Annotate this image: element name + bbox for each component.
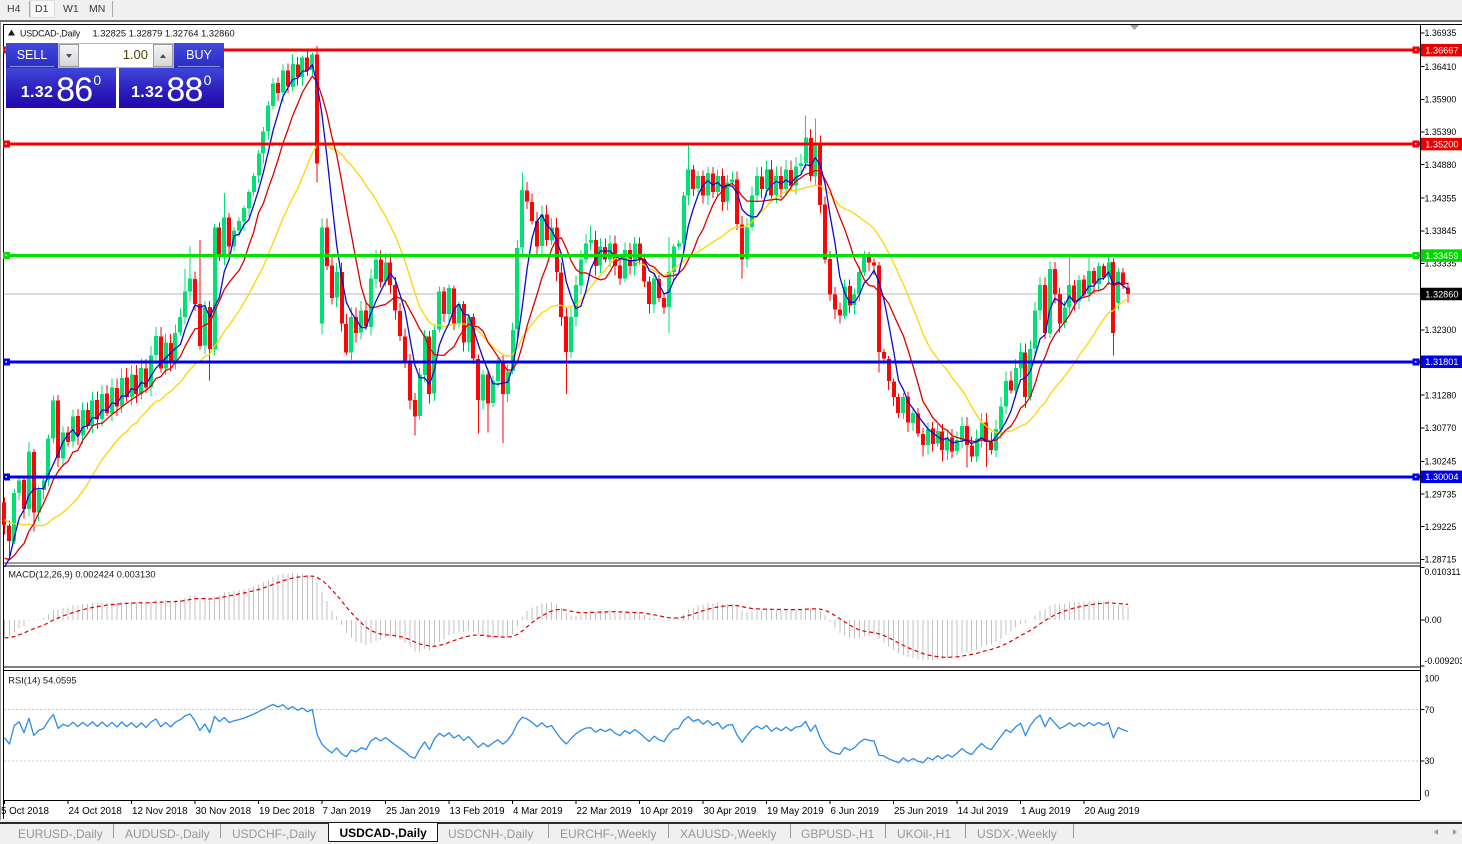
svg-text:MACD(12,26,9) 0.002424 0.00313: MACD(12,26,9) 0.002424 0.003130 xyxy=(8,570,155,580)
svg-text:1.36935: 1.36935 xyxy=(1425,28,1457,38)
svg-text:7 Jan 2019: 7 Jan 2019 xyxy=(323,806,371,817)
svg-text:12 Nov 2018: 12 Nov 2018 xyxy=(132,806,188,817)
svg-text:30: 30 xyxy=(1425,756,1435,766)
svg-text:19 Dec 2018: 19 Dec 2018 xyxy=(259,806,315,817)
svg-text:24 Oct 2018: 24 Oct 2018 xyxy=(69,806,123,817)
svg-text:1.32300: 1.32300 xyxy=(1425,325,1457,335)
svg-text:4 Mar 2019: 4 Mar 2019 xyxy=(513,806,563,817)
svg-text:1.36667: 1.36667 xyxy=(1425,45,1458,55)
svg-text:1.35900: 1.35900 xyxy=(1425,94,1457,104)
svg-text:1.35200: 1.35200 xyxy=(1425,139,1458,149)
svg-text:1.32825 1.32879 1.32764 1.3286: 1.32825 1.32879 1.32764 1.32860 xyxy=(93,29,235,39)
svg-text:25 Jan 2019: 25 Jan 2019 xyxy=(386,806,440,817)
svg-text:0.010311: 0.010311 xyxy=(1425,567,1461,577)
svg-text:1.34355: 1.34355 xyxy=(1425,193,1457,203)
svg-text:1.34880: 1.34880 xyxy=(1425,160,1457,170)
svg-text:1 Aug 2019: 1 Aug 2019 xyxy=(1021,806,1071,817)
svg-text:13 Feb 2019: 13 Feb 2019 xyxy=(450,806,505,817)
svg-text:1.30004: 1.30004 xyxy=(1425,472,1458,482)
svg-text:RSI(14) 54.0595: RSI(14) 54.0595 xyxy=(8,676,76,686)
svg-text:5 Oct 2018: 5 Oct 2018 xyxy=(1,806,49,817)
svg-text:1.36410: 1.36410 xyxy=(1425,62,1457,72)
svg-text:19 May 2019: 19 May 2019 xyxy=(767,806,824,817)
svg-text:100: 100 xyxy=(1425,674,1440,684)
svg-text:14 Jul 2019: 14 Jul 2019 xyxy=(958,806,1009,817)
svg-text:22 Mar 2019: 22 Mar 2019 xyxy=(577,806,632,817)
svg-text:1.32860: 1.32860 xyxy=(1425,289,1458,299)
svg-text:0: 0 xyxy=(1425,789,1430,799)
svg-text:1.28715: 1.28715 xyxy=(1425,555,1457,565)
svg-text:6 Jun 2019: 6 Jun 2019 xyxy=(831,806,879,817)
svg-text:1.31801: 1.31801 xyxy=(1425,357,1458,367)
svg-text:1.33845: 1.33845 xyxy=(1425,226,1457,236)
svg-text:1.29735: 1.29735 xyxy=(1425,489,1457,499)
svg-text:70: 70 xyxy=(1425,705,1435,715)
svg-text:1.35390: 1.35390 xyxy=(1425,127,1457,137)
svg-text:30 Nov 2018: 30 Nov 2018 xyxy=(196,806,252,817)
svg-text:1.29225: 1.29225 xyxy=(1425,522,1457,532)
svg-text:USDCAD-,Daily: USDCAD-,Daily xyxy=(20,29,81,39)
svg-text:30 Apr 2019: 30 Apr 2019 xyxy=(704,806,757,817)
svg-text:1.33459: 1.33459 xyxy=(1425,251,1458,261)
svg-text:0.00: 0.00 xyxy=(1425,615,1442,625)
svg-text:-0.009203: -0.009203 xyxy=(1425,656,1462,666)
svg-text:20 Aug 2019: 20 Aug 2019 xyxy=(1085,806,1140,817)
svg-text:1.33335: 1.33335 xyxy=(1425,259,1457,269)
svg-text:1.30245: 1.30245 xyxy=(1425,457,1457,467)
svg-text:25 Jun 2019: 25 Jun 2019 xyxy=(894,806,948,817)
svg-text:10 Apr 2019: 10 Apr 2019 xyxy=(640,806,693,817)
svg-text:1.30770: 1.30770 xyxy=(1425,423,1457,433)
svg-text:1.31280: 1.31280 xyxy=(1425,390,1457,400)
